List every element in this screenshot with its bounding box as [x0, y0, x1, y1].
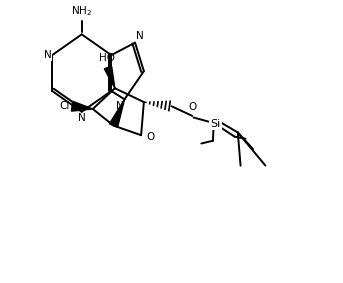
Polygon shape — [71, 101, 93, 111]
Text: N: N — [78, 113, 86, 123]
Text: HO: HO — [98, 53, 115, 63]
Polygon shape — [109, 99, 125, 127]
Polygon shape — [104, 66, 115, 88]
Text: N: N — [44, 50, 51, 60]
Text: N: N — [116, 101, 124, 111]
Text: Cl: Cl — [59, 101, 70, 111]
Text: Si: Si — [211, 119, 221, 129]
Text: NH$_2$: NH$_2$ — [71, 4, 92, 18]
Text: O: O — [146, 132, 154, 142]
Text: N: N — [137, 31, 144, 41]
Text: O: O — [189, 102, 197, 112]
